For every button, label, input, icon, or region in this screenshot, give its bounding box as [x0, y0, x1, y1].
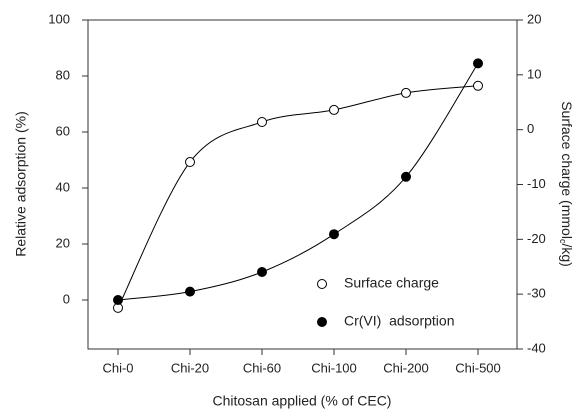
y2-label-sub: c — [558, 239, 568, 244]
y2-tick-label: 20 — [527, 11, 541, 26]
legend-label: Surface charge — [344, 275, 439, 291]
x-axis-label: Chitosan applied (% of CEC) — [213, 393, 392, 409]
y-tick-label: 100 — [48, 11, 70, 26]
data-point — [185, 157, 195, 168]
y-tick-label: 20 — [56, 235, 70, 250]
legend-symbol — [317, 279, 327, 289]
y-tick-label: 60 — [56, 123, 70, 138]
x-tick-label: Chi-60 — [243, 360, 281, 375]
y2-tick-label: 0 — [527, 121, 534, 136]
data-point — [329, 104, 339, 115]
plot-frame — [87, 19, 518, 350]
x-tick-label: Chi-200 — [383, 360, 429, 375]
data-point — [185, 286, 195, 297]
data-point — [257, 267, 267, 277]
data-point — [473, 80, 483, 91]
y2-tick-label: -20 — [527, 231, 546, 246]
data-point — [113, 295, 123, 305]
y2-axis-label: Surface charge (mmolc/kg) — [558, 101, 576, 267]
series-line — [117, 63, 479, 301]
y-tick-label: 80 — [56, 67, 70, 82]
legend-label: Cr(VI) adsorption — [344, 313, 454, 329]
y-axis-label: Relative adsorption (%) — [13, 111, 29, 257]
x-tick-label: Chi-20 — [171, 360, 209, 375]
data-point — [257, 116, 267, 127]
y-tick-label: 40 — [56, 179, 70, 194]
data-point — [401, 171, 411, 182]
data-point — [473, 58, 483, 69]
y2-tick-label: -10 — [527, 176, 546, 191]
x-tick-label: Chi-100 — [311, 360, 357, 375]
y2-tick-label: -30 — [527, 286, 546, 301]
x-tick-label: Chi-500 — [455, 360, 501, 375]
y2-label-part: Surface charge (mmol — [559, 101, 575, 239]
x-tick-label: Chi-0 — [102, 360, 133, 375]
y2-tick-label: 10 — [527, 66, 541, 81]
data-point — [329, 229, 339, 240]
data-point — [401, 87, 411, 98]
y2-tick-label: -40 — [527, 340, 546, 355]
legend-symbol — [317, 317, 327, 327]
y2-label-part: /kg) — [559, 243, 575, 266]
y-tick-label: 0 — [63, 291, 70, 306]
